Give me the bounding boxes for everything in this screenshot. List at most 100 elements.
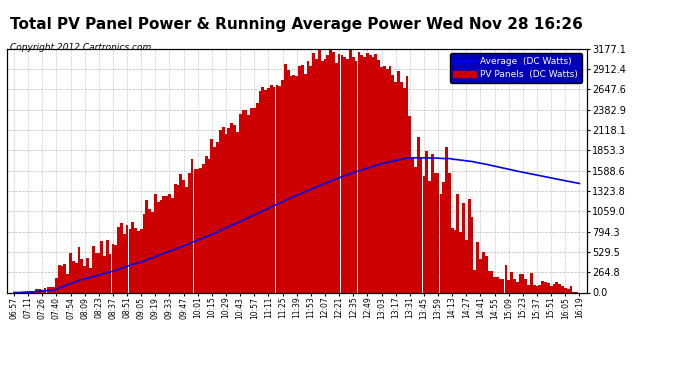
- Bar: [344, 57, 346, 292]
- Bar: [569, 286, 572, 292]
- Bar: [329, 50, 332, 292]
- Bar: [349, 49, 352, 292]
- Bar: [352, 57, 355, 292]
- Bar: [174, 184, 177, 292]
- Bar: [106, 240, 108, 292]
- Bar: [123, 234, 126, 292]
- Bar: [264, 90, 267, 292]
- Bar: [544, 282, 547, 292]
- Bar: [154, 194, 157, 292]
- Bar: [262, 87, 264, 292]
- Bar: [219, 130, 221, 292]
- Bar: [185, 187, 188, 292]
- Bar: [366, 53, 368, 292]
- Bar: [120, 223, 123, 292]
- Bar: [199, 168, 202, 292]
- Bar: [369, 56, 372, 292]
- Bar: [43, 288, 46, 292]
- Bar: [27, 291, 30, 292]
- Bar: [451, 228, 453, 292]
- Bar: [290, 76, 293, 292]
- Bar: [148, 209, 151, 292]
- Bar: [225, 134, 228, 292]
- Bar: [179, 174, 182, 292]
- Bar: [510, 272, 513, 292]
- Bar: [558, 284, 561, 292]
- Bar: [383, 66, 386, 292]
- Bar: [346, 58, 349, 292]
- Bar: [188, 173, 190, 292]
- Bar: [244, 110, 247, 292]
- Bar: [182, 180, 185, 292]
- Bar: [403, 88, 406, 292]
- Bar: [408, 116, 411, 292]
- Bar: [115, 245, 117, 292]
- Bar: [306, 61, 309, 292]
- Bar: [95, 253, 97, 292]
- Bar: [205, 156, 208, 292]
- Bar: [465, 240, 468, 292]
- Bar: [270, 85, 273, 292]
- Bar: [267, 88, 270, 292]
- Bar: [100, 241, 103, 292]
- Bar: [482, 252, 484, 292]
- Text: Copyright 2012 Cartronics.com: Copyright 2012 Cartronics.com: [10, 43, 152, 52]
- Bar: [77, 247, 80, 292]
- Bar: [519, 274, 522, 292]
- Bar: [256, 104, 259, 292]
- Bar: [468, 199, 471, 292]
- Bar: [491, 271, 493, 292]
- Bar: [287, 70, 290, 292]
- Bar: [282, 80, 284, 292]
- Bar: [75, 263, 77, 292]
- Bar: [208, 159, 210, 292]
- Bar: [304, 74, 306, 292]
- Bar: [228, 128, 230, 292]
- Bar: [38, 289, 41, 292]
- Bar: [530, 273, 533, 292]
- Bar: [442, 182, 445, 292]
- Bar: [97, 254, 100, 292]
- Bar: [541, 280, 544, 292]
- Bar: [213, 147, 216, 292]
- Bar: [112, 244, 115, 292]
- Bar: [58, 265, 61, 292]
- Bar: [448, 173, 451, 292]
- Bar: [425, 151, 428, 292]
- Bar: [202, 164, 205, 292]
- Bar: [471, 217, 473, 292]
- Bar: [547, 283, 550, 292]
- Bar: [221, 127, 224, 292]
- Bar: [533, 285, 535, 292]
- Bar: [69, 254, 72, 292]
- Bar: [275, 85, 278, 292]
- Bar: [61, 266, 63, 292]
- Bar: [527, 285, 530, 292]
- Bar: [507, 280, 510, 292]
- Bar: [278, 86, 281, 292]
- Bar: [236, 132, 239, 292]
- Bar: [493, 277, 496, 292]
- Bar: [360, 56, 363, 292]
- Bar: [134, 228, 137, 292]
- Bar: [284, 64, 287, 292]
- Bar: [315, 60, 318, 292]
- Bar: [239, 114, 241, 292]
- Bar: [166, 196, 168, 292]
- Bar: [35, 289, 38, 292]
- Bar: [372, 57, 375, 292]
- Bar: [476, 242, 479, 292]
- Bar: [321, 61, 324, 292]
- Bar: [561, 286, 564, 292]
- Bar: [411, 158, 414, 292]
- Bar: [92, 246, 95, 292]
- Bar: [81, 258, 83, 292]
- Bar: [460, 232, 462, 292]
- Legend: Average  (DC Watts), PV Panels  (DC Watts): Average (DC Watts), PV Panels (DC Watts): [450, 53, 582, 83]
- Bar: [250, 108, 253, 292]
- Bar: [117, 227, 120, 292]
- Bar: [485, 256, 488, 292]
- Bar: [499, 279, 502, 292]
- Bar: [83, 266, 86, 292]
- Bar: [355, 60, 357, 292]
